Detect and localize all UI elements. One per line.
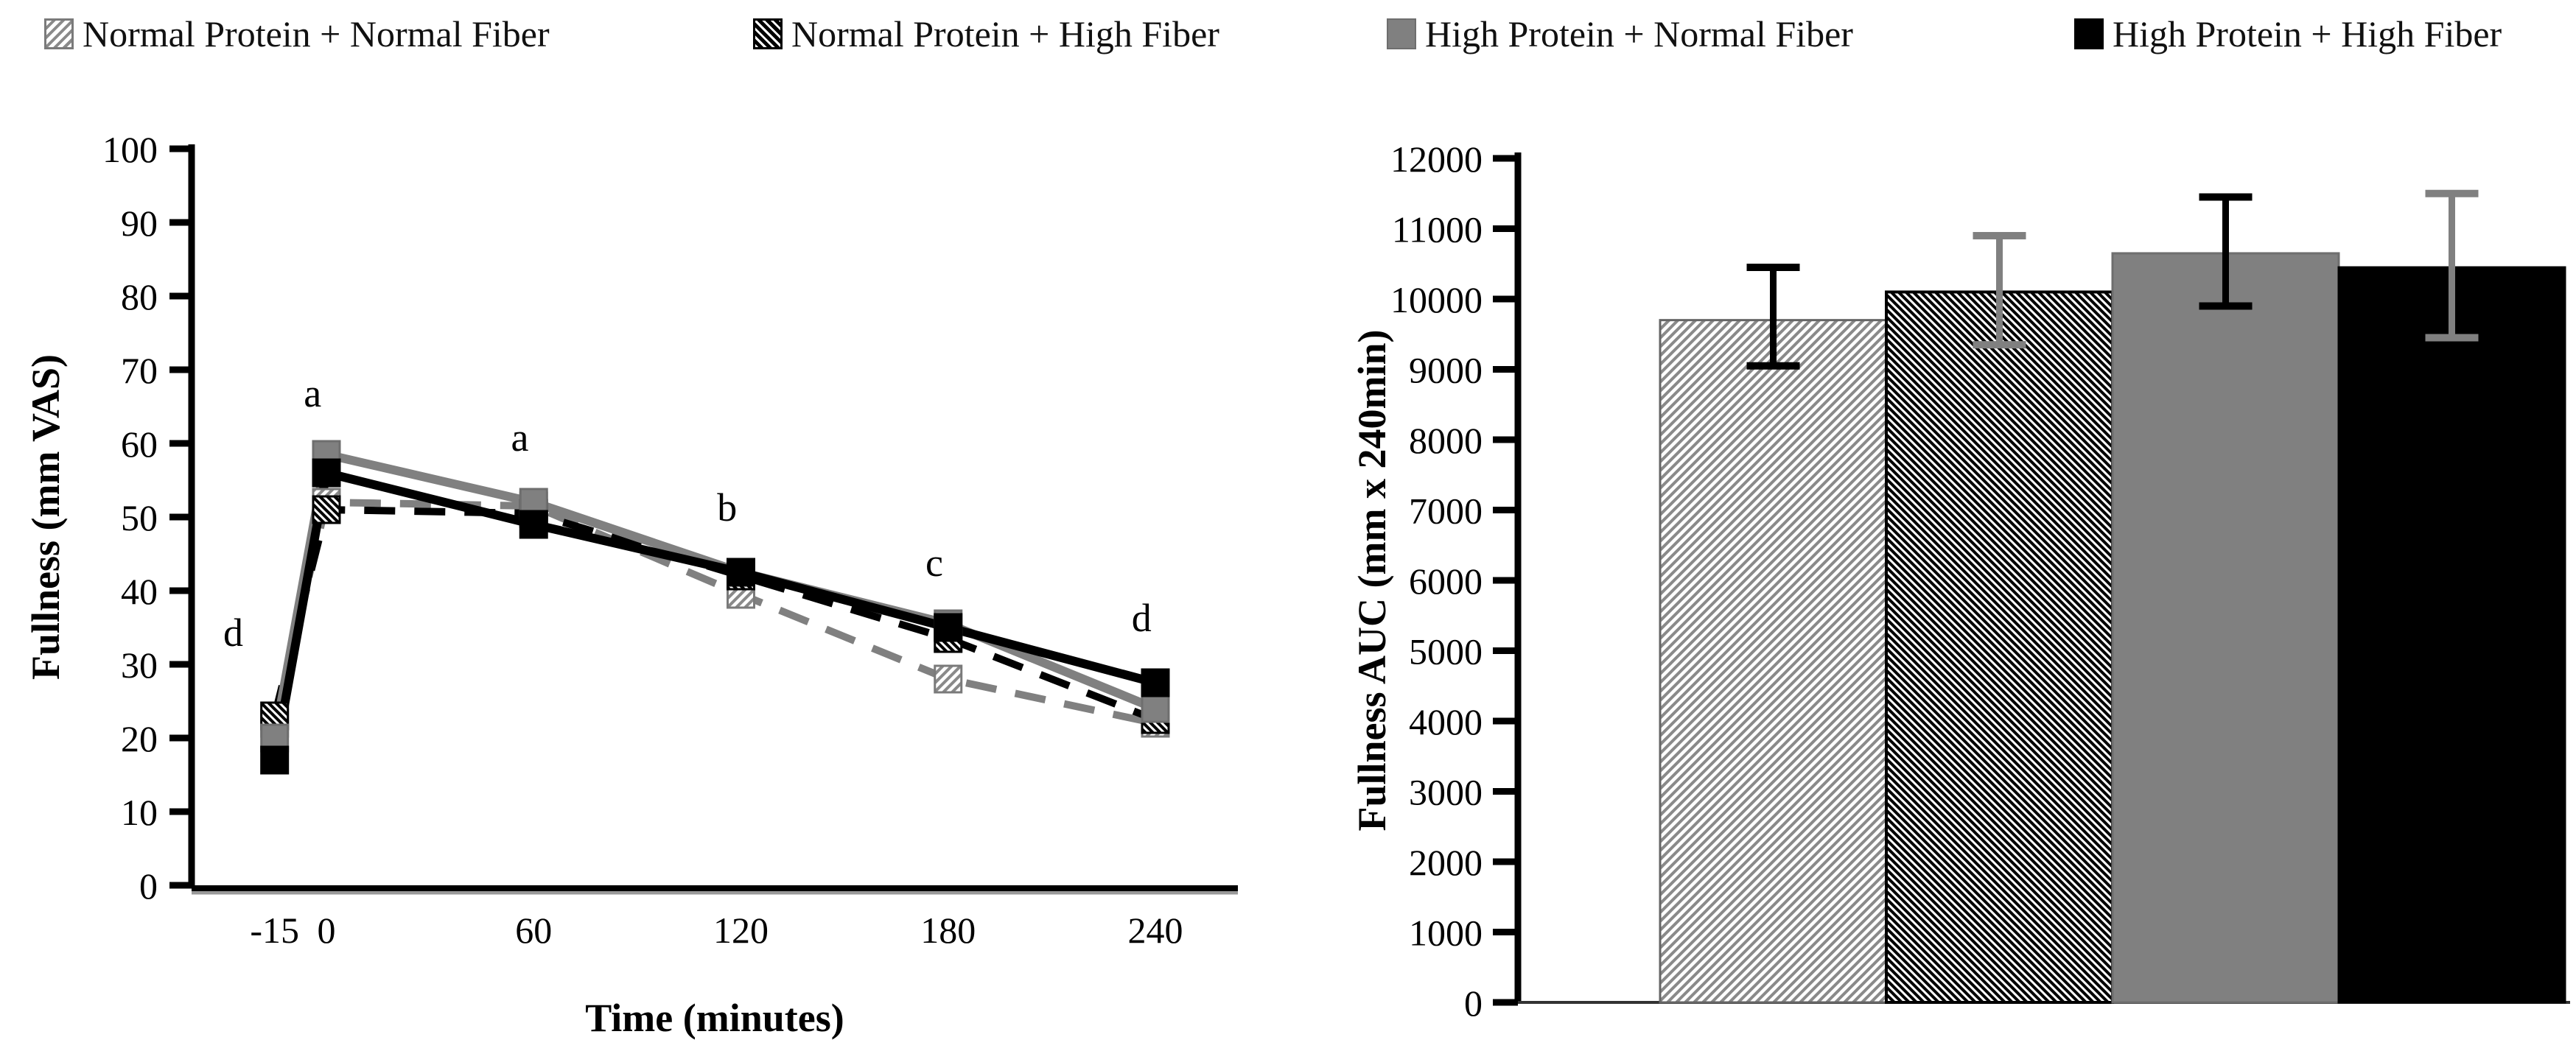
x-tick-label: 120: [713, 910, 769, 951]
black-swatch-icon: [2074, 18, 2104, 49]
legend-item-high-protein-normal-fiber: High Protein + Normal Fiber: [1387, 10, 1853, 57]
data-marker-solid-black: [934, 613, 963, 642]
y-tick-label: 2000: [1409, 842, 1483, 883]
y-tick-label: 1000: [1409, 913, 1483, 954]
y-tick-label: 100: [102, 129, 158, 170]
y-tick-label: 70: [121, 350, 158, 391]
y-tick-label: 7000: [1409, 491, 1483, 532]
x-axis-title-left: Time (minutes): [585, 996, 844, 1040]
y-tick-label: 60: [121, 423, 158, 465]
y-tick-label: 90: [121, 203, 158, 244]
y-axis-title-right: Fullness AUC (mm x 240min): [1350, 329, 1394, 831]
y-tick-label: 0: [1464, 983, 1483, 1024]
legend-label: High Protein + Normal Fiber: [1425, 13, 1853, 55]
data-marker-solid-gray: [1141, 694, 1170, 723]
bar-normal-protein-normal-fiber: [1659, 319, 1888, 1004]
significance-letter: d: [223, 611, 243, 655]
y-tick-label: 20: [121, 718, 158, 759]
y-axis-title-left: Fullness (mm VAS): [24, 354, 68, 680]
y-tick-label: 10: [121, 792, 158, 833]
x-tick-label: 60: [515, 910, 552, 951]
data-marker-solid-black: [519, 510, 548, 539]
dark-hatch-swatch-icon: [753, 18, 783, 49]
figure-legend: Normal Protein + Normal Fiber Normal Pro…: [0, 10, 2576, 62]
significance-letter: c: [925, 541, 943, 585]
light-hatch-swatch-icon: [44, 18, 74, 49]
legend-item-high-protein-high-fiber: High Protein + High Fiber: [2074, 10, 2502, 57]
gray-swatch-icon: [1387, 18, 1416, 49]
data-marker-solid-black: [1141, 668, 1170, 697]
legend-item-normal-protein-high-fiber: Normal Protein + High Fiber: [753, 10, 1219, 57]
data-marker-dark-hatch: [312, 495, 341, 524]
y-tick-label: 12000: [1390, 138, 1483, 180]
legend-label: Normal Protein + Normal Fiber: [83, 13, 550, 55]
x-tick-label: -15: [250, 910, 299, 951]
data-marker-solid-black: [727, 558, 755, 587]
data-marker-solid-black: [260, 745, 290, 775]
y-tick-label: 40: [121, 571, 158, 612]
significance-letter: a: [304, 371, 321, 415]
legend-item-normal-protein-normal-fiber: Normal Protein + Normal Fiber: [44, 10, 550, 57]
y-tick-label: 11000: [1392, 209, 1483, 250]
legend-label: Normal Protein + High Fiber: [791, 13, 1219, 55]
fullness-auc-bar-chart: 0 1000 2000 3000 4000 5000 6000 7000 8000 9000 100…: [1350, 138, 2570, 1024]
y-tick-label: 4000: [1409, 701, 1483, 742]
y-tick-label: 6000: [1409, 560, 1483, 602]
y-tick-label: 3000: [1409, 772, 1483, 813]
fullness-line-chart: 0 10 20 30 40 50 60 70 80 90 100 -15 0 60 120 180 240 d a a…: [24, 129, 1238, 1040]
y-tick-label: 50: [121, 497, 158, 538]
bar-high-protein-high-fiber: [2337, 266, 2566, 1004]
y-tick-label: 80: [121, 276, 158, 317]
y-tick-label: 8000: [1409, 420, 1483, 461]
significance-letter: b: [717, 485, 737, 530]
series-line-normal-protein-high-fiber: [270, 506, 1157, 723]
y-tick-label: 9000: [1409, 350, 1483, 391]
series-line-normal-protein-normal-fiber: [270, 499, 1157, 727]
legend-label: High Protein + High Fiber: [2113, 13, 2502, 55]
bar-normal-protein-high-fiber: [1885, 290, 2114, 1004]
series-line-high-protein-high-fiber: [270, 468, 1157, 762]
x-tick-label: 180: [920, 910, 976, 951]
y-tick-label: 10000: [1390, 279, 1483, 320]
bar-high-protein-normal-fiber: [2111, 252, 2340, 1004]
y-tick-label: 30: [121, 644, 158, 686]
x-tick-label: 0: [318, 910, 336, 951]
y-tick-label: 0: [139, 865, 158, 907]
significance-letter: d: [1132, 596, 1152, 640]
data-marker-light-hatch: [934, 664, 963, 694]
y-tick-label: 5000: [1409, 631, 1483, 672]
significance-letter: a: [511, 415, 529, 460]
x-tick-label: 240: [1128, 910, 1183, 951]
data-marker-solid-black: [312, 458, 341, 488]
